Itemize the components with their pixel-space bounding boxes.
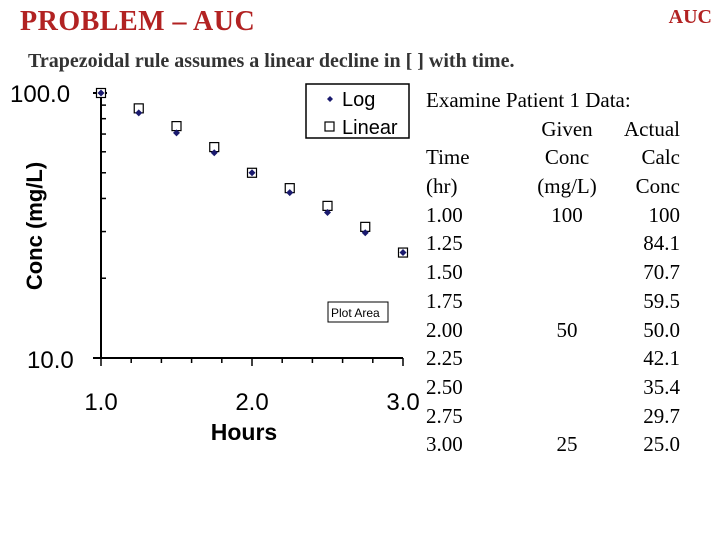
time-cell: 3.00: [426, 432, 463, 457]
time-cell: 2.75: [426, 403, 463, 428]
data-point-log: [286, 189, 294, 197]
time-cell: 1.00: [426, 202, 463, 227]
y-tick-label: 100.0: [10, 81, 70, 108]
y-axis-title: Conc (mg/L): [22, 162, 47, 290]
calc-conc-cell: 29.7: [643, 403, 680, 428]
calc-conc-cell: 70.7: [643, 260, 680, 285]
calc-conc-cell: 42.1: [643, 346, 680, 371]
calc-conc-cell: 100: [648, 202, 681, 227]
table-row: 2.50 35.4: [426, 373, 716, 402]
data-point-log: [135, 109, 143, 117]
given-conc-cell: 25: [556, 432, 578, 457]
table-row: 2.25 42.1: [426, 344, 716, 373]
x-tick-label: 3.0: [386, 389, 419, 416]
given-conc-cell: 50: [556, 317, 578, 342]
legend-diamond-marker: [327, 96, 333, 102]
table-heading: Examine Patient 1 Data:: [426, 88, 631, 112]
calc-conc-cell: 50.0: [643, 317, 680, 342]
y-tick-label: 10.0: [27, 347, 74, 374]
table-header-row: Given Actual: [426, 115, 716, 144]
calc-conc-cell: 35.4: [643, 374, 680, 399]
table-row: 2.75 29.7: [426, 402, 716, 431]
table-header-row: Time Conc Calc: [426, 143, 716, 172]
corner-label: AUC: [668, 6, 712, 28]
x-tick-label: 2.0: [235, 389, 268, 416]
calc-conc-cell: 25.0: [643, 432, 680, 457]
legend-square-marker: [324, 121, 335, 132]
table-row: 2.00 50 50.0: [426, 316, 716, 345]
slide-title: PROBLEM – AUC: [20, 6, 256, 37]
data-point-log: [324, 209, 331, 217]
plot-area-tooltip-box: [327, 301, 389, 323]
plot-area-tooltip-label: Plot Area: [331, 306, 380, 320]
time-cell: (hr): [426, 174, 458, 199]
data-point-linear: [171, 121, 182, 132]
table-row: 1.00 100 100: [426, 201, 716, 230]
time-cell: 1.75: [426, 288, 463, 313]
legend-box: [305, 83, 410, 139]
data-point-log: [248, 169, 256, 177]
time-cell: Time: [426, 145, 470, 170]
table-row: 3.00 25 25.0: [426, 430, 716, 459]
table-row: 1.75 59.5: [426, 287, 716, 316]
data-point-log: [97, 89, 105, 97]
calc-conc-cell: Actual: [624, 116, 680, 141]
x-tick-label: 1.0: [84, 389, 117, 416]
x-axis-title: Hours: [211, 419, 277, 445]
time-cell: 1.25: [426, 231, 463, 256]
legend-label-linear: Linear: [342, 117, 398, 139]
given-conc-cell: Given: [541, 116, 593, 141]
data-point-log: [210, 149, 218, 157]
table-row: 1.50 70.7: [426, 258, 716, 287]
given-conc-cell: 100: [551, 202, 583, 227]
table-header-row: (hr) (mg/L) Conc: [426, 172, 716, 201]
data-point-log: [361, 229, 369, 237]
given-conc-cell: (mg/L): [537, 174, 597, 199]
time-cell: 2.00: [426, 317, 463, 342]
data-point-log: [399, 249, 407, 257]
given-conc-cell: Conc: [544, 145, 590, 170]
calc-conc-cell: 59.5: [643, 288, 680, 313]
time-cell: 1.50: [426, 260, 463, 285]
calc-conc-cell: 84.1: [643, 231, 680, 256]
calc-conc-cell: Conc: [635, 174, 680, 199]
table-row: 1.25 84.1: [426, 229, 716, 258]
data-point-log: [173, 129, 180, 137]
slide-subtitle: Trapezoidal rule assumes a linear declin…: [28, 50, 515, 72]
time-cell: 2.50: [426, 374, 463, 399]
calc-conc-cell: Calc: [641, 145, 680, 170]
legend-label-log: Log: [342, 89, 375, 111]
patient-data-table: Examine Patient 1 Data: Given Actual Time C…: [426, 86, 716, 459]
time-cell: 2.25: [426, 346, 463, 371]
